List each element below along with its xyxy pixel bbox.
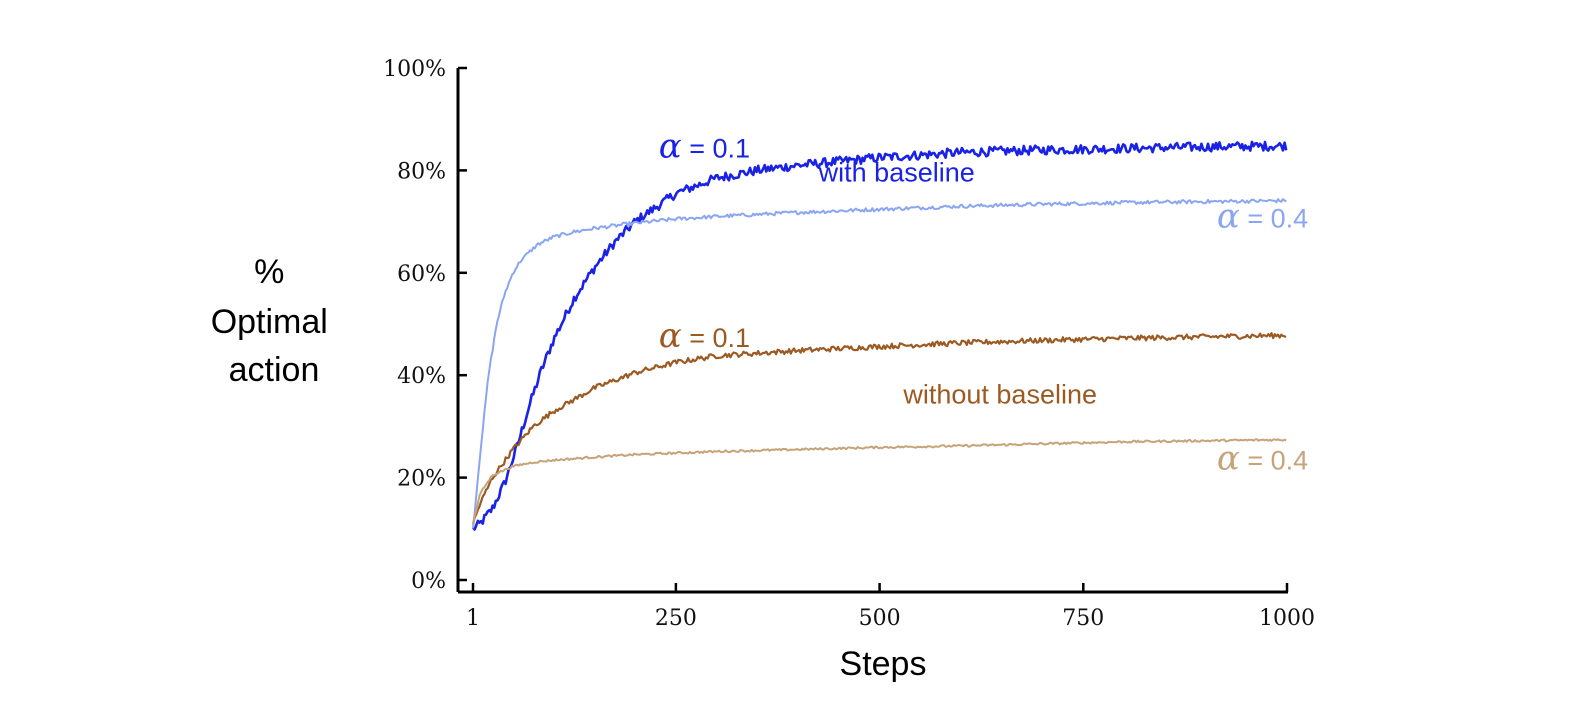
x-tick-label: 250 [655,606,697,631]
y-axis-title-line-1: % [254,253,284,291]
annotation-text: without baseline [902,379,1097,409]
alpha-symbol: α [659,316,682,356]
annotation-text: = 0.1 [682,323,750,353]
annotation-a2: with baseline [818,158,975,188]
alpha-symbol: α [659,127,682,167]
y-axis-title-line-3: action [229,351,320,389]
annotation-a5: without baseline [902,379,1097,409]
x-axis-title: Steps [840,645,927,683]
annotation-a6: α = 0.4 [1217,438,1308,478]
y-tick-label: 100% [383,57,446,82]
annotation-a3: α = 0.4 [1217,197,1308,237]
series-line-wob04 [472,438,1287,525]
x-tick-label: 1000 [1259,606,1315,631]
series-line-wb01 [471,140,1288,531]
y-tick-label: 20% [397,467,446,492]
axes: 0% 20% 40% 60% 80% 100% 1 250 500 750 1000 [383,57,1315,631]
series-line-wb04 [472,198,1287,529]
y-tick-label: 80% [397,159,446,184]
series-line-wob01 [471,332,1287,525]
y-tick-label: 60% [397,262,446,287]
y-axis-title-line-2: Optimal [211,303,328,341]
y-tick-label: 40% [397,364,446,389]
annotation-text: = 0.4 [1240,445,1308,475]
annotation-a1: α = 0.1 [659,127,750,167]
x-tick-label: 1 [466,606,480,631]
alpha-symbol: α [1217,197,1240,237]
annotation-text: with baseline [818,158,975,188]
alpha-symbol: α [1217,438,1240,478]
x-tick-label: 500 [859,606,901,631]
x-tick-label: 750 [1062,606,1104,631]
y-tick-label: 0% [411,569,446,594]
annotation-text: = 0.4 [1240,204,1308,234]
y-axis-title: % Optimal action [211,253,338,389]
annotation-a4: α = 0.1 [659,316,750,356]
annotation-text: = 0.1 [682,134,750,164]
series-layer [471,140,1288,531]
